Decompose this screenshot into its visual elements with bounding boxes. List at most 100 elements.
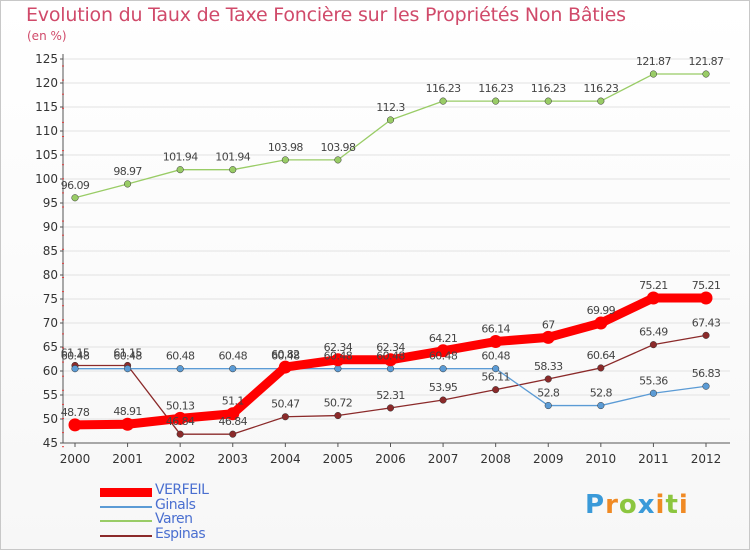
y-tick-label: 70 <box>43 316 58 330</box>
y-tick-label: 115 <box>35 100 58 114</box>
x-tick-label: 2003 <box>217 452 248 466</box>
data-point <box>124 180 132 188</box>
data-point <box>597 364 605 372</box>
x-tick-label: 2012 <box>691 452 722 466</box>
data-point <box>68 418 82 432</box>
data-point <box>436 344 450 358</box>
data-point <box>597 402 605 410</box>
data-label: 101.94 <box>163 151 198 164</box>
data-label: 50.47 <box>271 398 300 411</box>
data-label: 64.21 <box>429 332 458 345</box>
data-label: 116.23 <box>478 82 513 95</box>
data-point <box>541 330 555 344</box>
data-point <box>124 365 132 373</box>
data-label: 60.48 <box>481 350 510 363</box>
data-point <box>176 166 184 174</box>
data-label: 60.82 <box>271 348 300 361</box>
data-point <box>229 166 237 174</box>
data-label: 75.21 <box>639 279 668 292</box>
logo-letter: i <box>655 490 666 520</box>
legend-label: Espinas <box>155 525 206 542</box>
data-label: 116.23 <box>531 82 566 95</box>
data-label: 112.3 <box>376 101 405 114</box>
data-label: 101.94 <box>215 151 250 164</box>
x-tick-label: 2001 <box>112 452 143 466</box>
data-point <box>702 70 710 78</box>
data-point <box>492 97 500 105</box>
y-tick-label: 100 <box>35 172 58 186</box>
data-label: 116.23 <box>583 82 618 95</box>
data-point <box>334 365 342 373</box>
data-label: 58.33 <box>534 360 563 373</box>
data-label: 65.49 <box>639 326 668 339</box>
legend-swatch <box>100 520 152 522</box>
x-tick-label: 2000 <box>60 452 91 466</box>
data-label: 60.48 <box>429 350 458 363</box>
x-tick-label: 2006 <box>375 452 406 466</box>
data-label: 62.34 <box>376 341 405 354</box>
data-point <box>71 194 79 202</box>
data-point <box>173 411 187 425</box>
data-label: 60.48 <box>219 350 248 363</box>
data-label: 52.8 <box>537 387 560 400</box>
logo-letter: r <box>605 490 619 520</box>
data-label: 60.48 <box>61 350 90 363</box>
chart-title: Evolution du Taux de Taxe Foncière sur l… <box>26 4 626 26</box>
y-tick-label: 80 <box>43 268 58 282</box>
data-point <box>281 156 289 164</box>
y-tick-label: 50 <box>43 412 58 426</box>
data-label: 103.98 <box>268 141 303 154</box>
data-label: 66.14 <box>481 323 510 336</box>
data-label: 67.43 <box>692 316 721 329</box>
data-label: 69.99 <box>587 304 616 317</box>
data-point <box>176 430 184 438</box>
data-label: 60.48 <box>113 350 142 363</box>
x-tick-label: 2010 <box>586 452 617 466</box>
data-point <box>699 291 713 305</box>
logo-letter: P <box>585 490 606 520</box>
data-label: 96.09 <box>61 179 90 192</box>
data-point <box>278 360 292 374</box>
data-point <box>71 365 79 373</box>
data-point <box>281 413 289 421</box>
data-label: 55.36 <box>639 374 668 387</box>
x-tick-label: 2005 <box>323 452 354 466</box>
data-label: 121.87 <box>689 55 724 68</box>
y-axis-unit: (en %) <box>27 29 67 43</box>
data-label: 121.87 <box>636 55 671 68</box>
y-tick-label: 125 <box>35 52 58 66</box>
data-label: 61.15 <box>113 346 142 359</box>
logo-letter: x <box>637 490 656 520</box>
data-point <box>226 407 240 421</box>
data-point <box>649 341 657 349</box>
data-point <box>334 411 342 420</box>
y-tick-label: 60 <box>43 364 58 378</box>
data-point <box>334 156 342 164</box>
data-label: 116.23 <box>426 82 461 95</box>
proxiti-logo: Proxiti <box>585 490 689 520</box>
data-label: 60.48 <box>324 350 353 363</box>
data-label: 53.95 <box>429 381 458 394</box>
data-point <box>646 291 660 305</box>
y-tick-label: 90 <box>43 220 58 234</box>
data-point <box>439 97 447 105</box>
data-point <box>649 389 657 397</box>
data-label: 60.48 <box>376 350 405 363</box>
y-tick-label: 45 <box>43 436 58 450</box>
data-point <box>331 353 345 367</box>
data-label: 56.83 <box>692 367 721 380</box>
data-label: 61.15 <box>61 346 90 359</box>
y-tick-label: 105 <box>35 148 58 162</box>
data-point <box>229 365 237 373</box>
legend-label: Varen <box>155 511 193 527</box>
y-tick-label: 75 <box>43 292 58 306</box>
x-tick-label: 2009 <box>533 452 564 466</box>
data-point <box>702 382 710 390</box>
logo-letter: t <box>665 490 679 520</box>
y-tick-label: 55 <box>43 388 58 402</box>
data-label: 52.31 <box>376 389 405 402</box>
data-point <box>229 430 237 438</box>
data-point <box>439 365 447 373</box>
x-tick-label: 2004 <box>270 452 301 466</box>
